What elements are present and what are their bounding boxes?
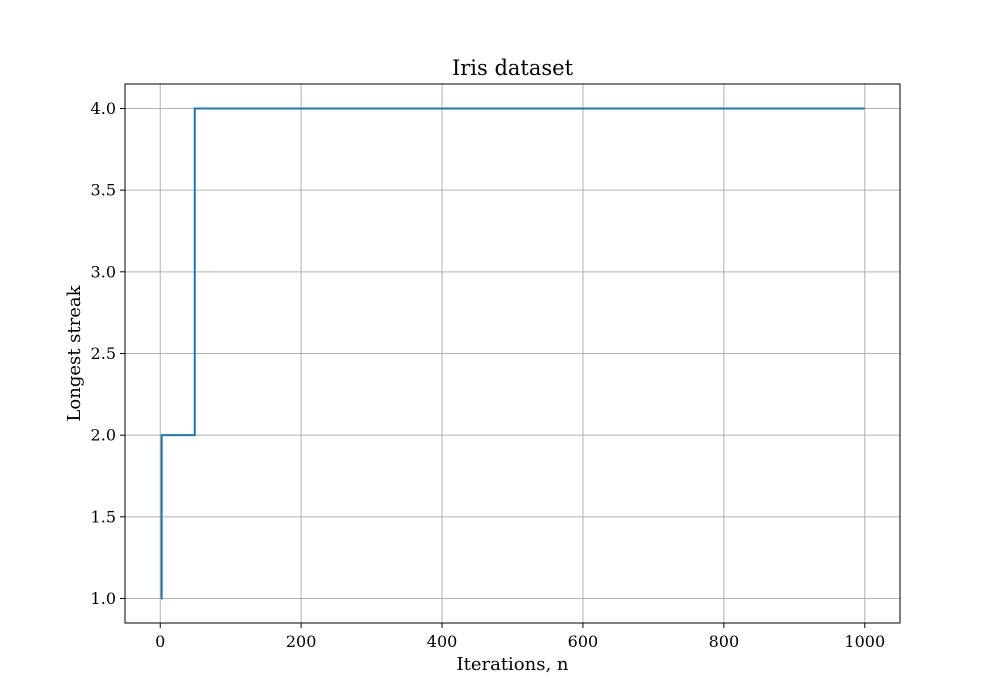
y-tick-label: 3.0 bbox=[91, 262, 116, 281]
x-tick-label: 400 bbox=[427, 632, 458, 651]
y-tick-label: 3.5 bbox=[91, 181, 116, 200]
x-tick-label: 800 bbox=[709, 632, 740, 651]
x-tick-label: 0 bbox=[155, 632, 165, 651]
y-tick-label: 2.5 bbox=[91, 344, 116, 363]
x-tick-label: 600 bbox=[568, 632, 599, 651]
series-line bbox=[160, 107, 865, 600]
x-axis-ticks: 0 200 400 600 800 1000 bbox=[155, 623, 885, 651]
y-tick-label: 1.0 bbox=[91, 589, 116, 608]
x-tick-label: 1000 bbox=[844, 632, 885, 651]
y-axis-label: Longest streak bbox=[64, 284, 85, 421]
series-layer bbox=[160, 107, 865, 600]
x-tick-label: 200 bbox=[286, 632, 317, 651]
y-tick-label: 1.5 bbox=[91, 507, 116, 526]
y-tick-label: 4.0 bbox=[91, 99, 116, 118]
chart-title: Iris dataset bbox=[452, 56, 574, 80]
x-axis-label: Iterations, n bbox=[456, 654, 568, 675]
y-tick-label: 2.0 bbox=[91, 426, 116, 445]
y-axis-ticks: 1.0 1.5 2.0 2.5 3.0 3.5 4.0 bbox=[91, 99, 125, 608]
